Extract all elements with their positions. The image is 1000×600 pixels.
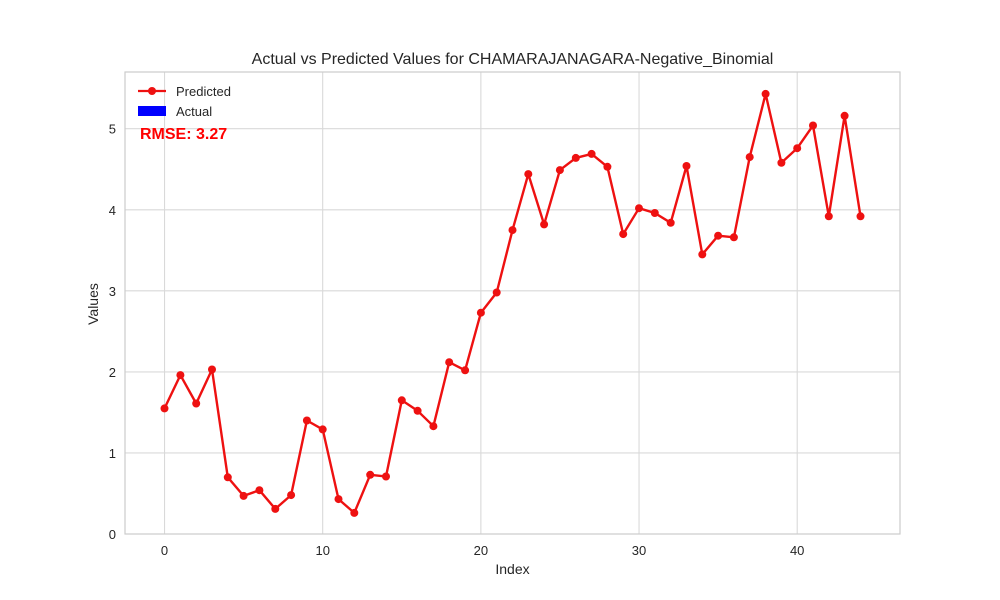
data-point-predicted: [793, 144, 802, 153]
data-point-predicted: [366, 470, 375, 479]
series-layer: [160, 89, 865, 517]
data-point-predicted: [239, 491, 248, 500]
data-point-predicted: [840, 111, 849, 120]
data-point-predicted: [666, 218, 675, 227]
data-point-predicted: [635, 204, 643, 213]
data-point-predicted: [382, 472, 390, 481]
data-point-predicted: [714, 231, 723, 240]
y-tick-label: 0: [109, 527, 116, 542]
data-point-predicted: [160, 404, 169, 413]
x-tick-label: 40: [790, 543, 804, 558]
y-tick-label: 1: [109, 446, 116, 461]
legend-predicted-marker: [148, 87, 156, 95]
x-tick-label: 20: [474, 543, 488, 558]
x-tick-label: 10: [315, 543, 329, 558]
y-tick-label: 3: [109, 284, 116, 299]
data-point-predicted: [287, 491, 296, 500]
y-tick-label: 5: [109, 122, 116, 137]
data-point-predicted: [650, 209, 659, 217]
data-point-predicted: [255, 486, 264, 495]
data-point-predicted: [824, 212, 833, 221]
y-tick-label: 2: [109, 365, 116, 380]
data-point-predicted: [334, 495, 343, 504]
data-point-predicted: [476, 308, 485, 317]
data-point-predicted: [729, 233, 738, 242]
data-point-predicted: [587, 149, 596, 158]
gridlines: [125, 72, 900, 535]
data-point-predicted: [777, 158, 786, 167]
data-point-predicted: [429, 422, 438, 431]
x-tick-label: 0: [161, 543, 168, 558]
data-point-predicted: [350, 508, 359, 517]
data-point-predicted: [856, 212, 865, 221]
legend-actual-swatch: [138, 106, 166, 116]
legend-actual-label: Actual: [176, 104, 212, 119]
data-point-predicted: [540, 220, 549, 229]
y-tick-label: 4: [109, 203, 116, 218]
data-point-predicted: [603, 162, 612, 171]
data-point-predicted: [524, 170, 533, 179]
data-point-predicted: [761, 89, 770, 98]
data-point-predicted: [208, 365, 216, 374]
data-point-predicted: [571, 153, 580, 162]
data-point-predicted: [397, 396, 406, 405]
plot-frame: [124, 71, 901, 535]
data-point-predicted: [809, 121, 817, 130]
data-point-predicted: [176, 371, 185, 380]
data-point-predicted: [461, 366, 470, 375]
chart-title: Actual vs Predicted Values for CHAMARAJA…: [252, 51, 774, 68]
y-tick-labels: 0 1 2 3 4 5: [109, 122, 116, 542]
x-tick-labels: 0 10 20 30 40: [161, 543, 805, 558]
data-point-predicted: [271, 504, 280, 513]
data-point-predicted: [192, 399, 201, 408]
data-point-predicted: [698, 250, 707, 259]
data-point-predicted: [492, 288, 501, 297]
data-point-predicted: [445, 358, 454, 367]
legend: Predicted Actual: [138, 84, 231, 119]
data-point-predicted: [619, 230, 628, 239]
data-point-predicted: [682, 162, 691, 170]
data-point-predicted: [413, 406, 422, 415]
data-point-predicted: [302, 416, 311, 425]
x-axis-label: Index: [495, 561, 529, 577]
x-tick-label: 30: [632, 543, 646, 558]
data-point-predicted: [223, 473, 232, 482]
data-point-predicted: [318, 425, 327, 434]
rmse-annotation: RMSE: 3.27: [140, 126, 227, 143]
data-point-predicted: [555, 166, 564, 175]
legend-predicted-label: Predicted: [176, 84, 231, 99]
y-axis-label: Values: [85, 283, 101, 325]
data-point-predicted: [745, 153, 754, 162]
data-point-predicted: [508, 226, 517, 235]
